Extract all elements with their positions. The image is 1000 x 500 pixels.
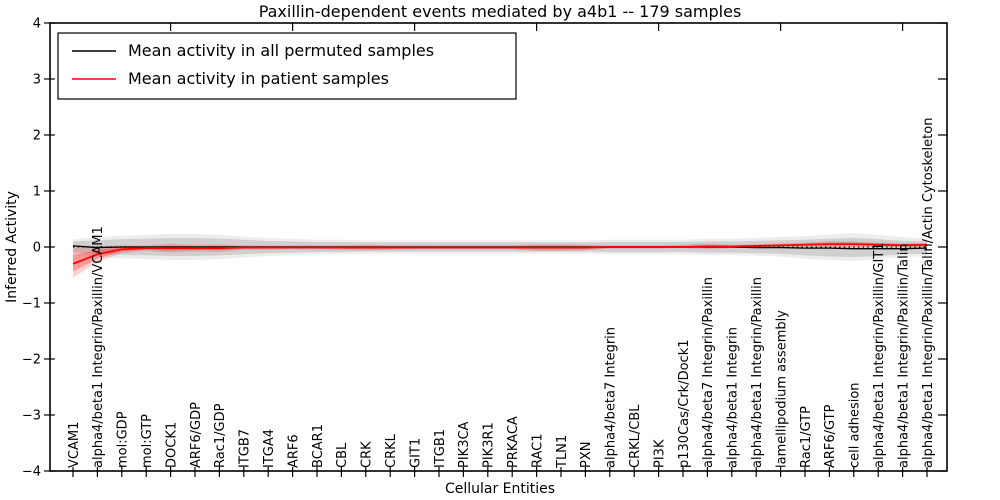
x-tick-label: RAC1	[530, 433, 545, 468]
axis-ticks	[44, 22, 947, 477]
y-tick-label: 4	[33, 17, 41, 32]
x-tick-label: ITGB1	[433, 429, 448, 468]
x-axis-label: Cellular Entities	[445, 481, 555, 497]
patient-band	[73, 242, 927, 272]
x-tick-label: BCAR1	[311, 424, 326, 468]
x-tick-label: Rac1/GDP	[213, 403, 228, 468]
x-tick-label: PIK3CA	[457, 421, 472, 468]
x-tick-label: PXN	[579, 442, 594, 468]
x-tick-label: p130Cas/Crk/Dock1	[677, 339, 692, 468]
x-tick-label: CRKL	[384, 433, 399, 468]
x-tick-label: alpha4/beta1 Integrin/Paxillin/GIT1	[872, 242, 887, 468]
x-tick-label: PRKACA	[506, 416, 521, 468]
y-tick-label: 2	[33, 129, 41, 144]
x-tick-label: cell adhesion	[848, 382, 863, 468]
y-tick-labels: −4 −3 −2 −1 0 1 2 3 4	[22, 17, 41, 480]
y-tick-label: 1	[33, 185, 41, 200]
x-tick-labels: VCAM1 alpha4/beta1 Integrin/Paxillin/VCAM…	[67, 118, 936, 469]
x-tick-label: alpha4/beta1 Integrin/Paxillin	[750, 277, 765, 468]
legend-label-permuted: Mean activity in all permuted samples	[128, 41, 434, 60]
legend-label-patient: Mean activity in patient samples	[128, 69, 389, 88]
y-tick-label: 3	[33, 73, 41, 88]
y-tick-label: −4	[22, 465, 41, 480]
x-tick-label: mol:GTP	[140, 414, 155, 468]
x-tick-label: alpha4/beta1 Integrin	[726, 327, 741, 468]
chart-title: Paxillin-dependent events mediated by a4…	[259, 2, 742, 21]
x-tick-label: PIK3R1	[482, 422, 497, 468]
y-tick-label: −1	[22, 297, 41, 312]
x-tick-label: DOCK1	[164, 422, 179, 468]
x-tick-label: alpha4/beta7 Integrin	[604, 327, 619, 468]
x-tick-label: CBL	[335, 442, 350, 468]
x-tick-label: alpha4/beta1 Integrin/Paxillin/VCAM1	[91, 226, 106, 468]
x-tick-label: CRKL/CBL	[628, 404, 643, 468]
x-tick-label: TLN1	[555, 435, 570, 469]
uncertainty-bands	[73, 233, 927, 278]
x-tick-label: VCAM1	[67, 422, 82, 468]
x-tick-label: GIT1	[408, 438, 423, 468]
x-tick-label: ARF6/GDP	[189, 402, 204, 468]
y-tick-label: −2	[22, 353, 41, 368]
y-tick-label: −3	[22, 409, 41, 424]
x-tick-label: Rac1/GTP	[799, 406, 814, 468]
x-tick-label: ITGB7	[238, 429, 253, 468]
x-tick-label: CRK	[360, 441, 375, 468]
x-tick-label: ITGA4	[262, 429, 277, 468]
x-tick-label: alpha4/beta1 Integrin/Paxillin/Talin/Act…	[921, 118, 936, 468]
y-tick-label: 0	[33, 241, 41, 256]
patient-mean-line	[72, 243, 928, 265]
series-lines	[72, 243, 928, 265]
y-axis-label: Inferred Activity	[4, 191, 20, 303]
x-tick-label: ARF6	[286, 434, 301, 468]
legend: Mean activity in all permuted samples Me…	[57, 32, 517, 100]
x-tick-label: ARF6/GTP	[823, 404, 838, 468]
x-tick-label: alpha4/beta7 Integrin/Paxillin	[701, 277, 716, 468]
x-tick-label: lamellipodium assembly	[774, 310, 789, 468]
x-tick-label: mol:GDP	[116, 411, 131, 468]
x-tick-label: alpha4/beta1 Integrin/Paxillin/Talin	[896, 243, 911, 468]
x-tick-label: PI3K	[652, 439, 667, 468]
legend-box	[57, 32, 517, 100]
